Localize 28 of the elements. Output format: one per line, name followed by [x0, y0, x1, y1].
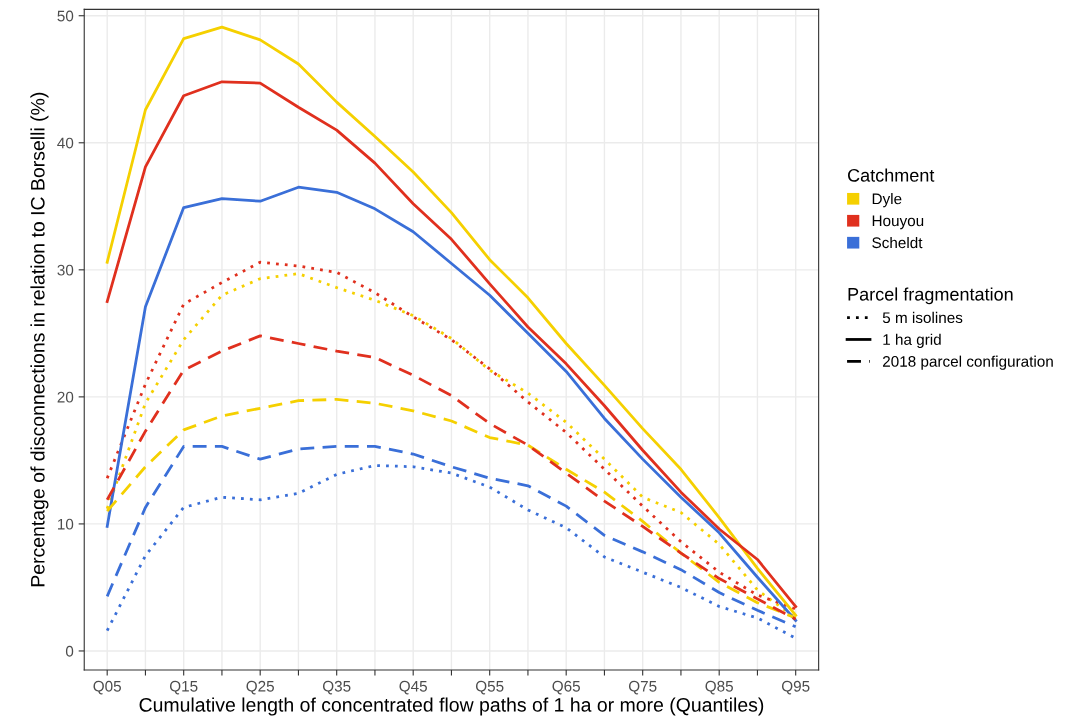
- text: 1 ha grid: [883, 333, 941, 348]
- y-axis-title: Percentage of disconnections in relation to IC Borselli (%): [30, 92, 49, 587]
- y-tick-label: 20: [57, 391, 74, 403]
- text: 5 m isolines: [882, 311, 963, 324]
- x-tick-label: Q05: [93, 680, 121, 695]
- y-tick-label: 0: [65, 645, 74, 657]
- line-series: [105, 445, 798, 629]
- x-tick-label: Q35: [322, 680, 351, 695]
- text: 2018 parcel configuration: [882, 355, 1053, 370]
- x-tick-label: Q25: [246, 680, 274, 695]
- x-tick-label: Q75: [628, 680, 657, 695]
- text: Houyou: [872, 215, 924, 230]
- y-tick-label: 40: [57, 137, 74, 149]
- x-axis-title: Cumulative length of concentrated flow paths of 1 ha or more (Quantiles): [139, 697, 764, 716]
- x-tick-label: Q55: [475, 680, 504, 695]
- x-tick-label: Q95: [781, 680, 810, 695]
- x-tick-label: Q15: [169, 680, 198, 695]
- y-tick-label: 10: [58, 518, 74, 530]
- line-series: [105, 185, 798, 622]
- text: Scheldt: [872, 236, 923, 249]
- y-tick-label: 30: [57, 264, 74, 276]
- text: Dyle: [872, 193, 902, 208]
- x-tick-label: Q65: [552, 680, 580, 695]
- y-tick-label: 50: [57, 10, 74, 22]
- text: Catchment: [847, 168, 935, 182]
- x-tick-label: Q45: [399, 680, 427, 695]
- x-tick-label: Q85: [705, 680, 733, 695]
- text: Parcel fragmentation: [848, 287, 1013, 305]
